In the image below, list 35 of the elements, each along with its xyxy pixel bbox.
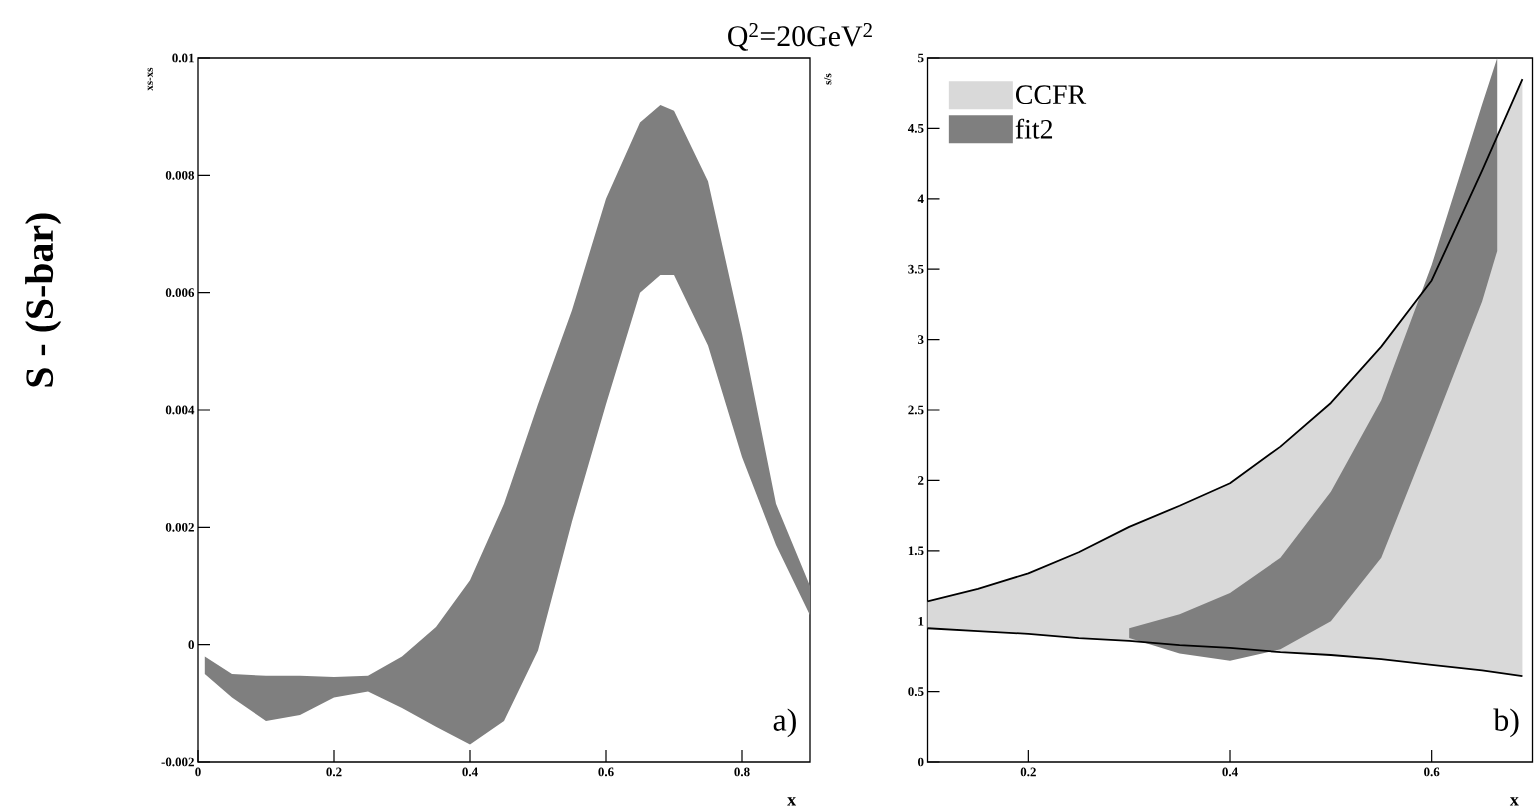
- y-tick-label: 0.004: [165, 405, 195, 415]
- y-tick-label: 0.5: [908, 687, 924, 696]
- x-tick-label: 0.4: [1222, 767, 1238, 777]
- y-tick-label: 4: [917, 194, 924, 204]
- legend-label: CCFR: [1015, 85, 1087, 105]
- x-tick-label: 0.2: [1020, 767, 1036, 777]
- y-axis-title: s/s: [824, 73, 832, 85]
- y-tick-label: 0: [188, 640, 194, 650]
- x-tick-label: 0.2: [326, 767, 342, 777]
- y-tick-label: 3: [918, 335, 924, 344]
- y-tick-label: 0.008: [165, 170, 195, 180]
- text: xs-xs: [147, 67, 153, 91]
- y-tick-label: 0.01: [172, 53, 194, 63]
- x-tick-label: 0.8: [734, 767, 750, 777]
- x-tick-label: 0.6: [598, 767, 614, 777]
- y-tick-label: 5: [918, 53, 924, 63]
- y-tick-label: 2.5: [908, 405, 924, 415]
- chart-title: Q$^{2}$=20GeV$^{2}$: [728, 23, 872, 51]
- y-tick-label: 1: [918, 616, 924, 626]
- x-tick-label: 0.4: [462, 767, 478, 777]
- y-tick-label: -0.002: [161, 757, 194, 767]
- y-tick-label: 0.002: [165, 522, 194, 532]
- y-tick-label: 0.006: [165, 288, 195, 298]
- y-tick-label: 1.5: [908, 546, 924, 556]
- annotation: b): [1493, 708, 1519, 738]
- y-tick-label: 0: [918, 757, 924, 767]
- y-tick-label: 4.5: [907, 124, 924, 133]
- y-axis-title: S - (S-bar): [25, 213, 62, 387]
- x-axis-title: x: [1509, 797, 1519, 806]
- annotation: a): [773, 708, 796, 738]
- legend-label: fit2: [1015, 118, 1053, 139]
- y-tick-label: 3.5: [908, 264, 924, 274]
- x-tick-label: 0.6: [1424, 767, 1440, 777]
- x-axis-title: x: [787, 797, 797, 806]
- y-tick-label: 2: [918, 476, 924, 485]
